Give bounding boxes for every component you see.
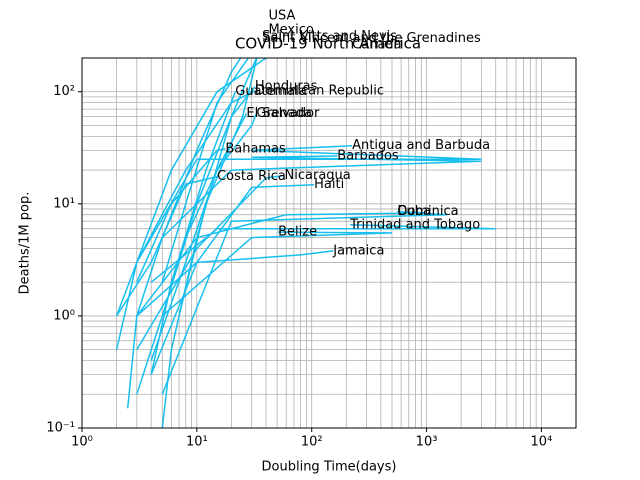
series-label: Nicaragua bbox=[285, 168, 351, 183]
series-label: Trinidad and Tobago bbox=[349, 217, 480, 232]
x-tick-label: 10³ bbox=[416, 435, 438, 450]
series-label: Barbados bbox=[337, 149, 399, 164]
plot-frame bbox=[81, 57, 577, 429]
series-line bbox=[161, 155, 482, 239]
series-label: Honduras bbox=[255, 79, 318, 94]
series-line bbox=[150, 91, 237, 375]
x-axis-label: Doubling Time(days) bbox=[262, 460, 397, 475]
y-tick-label: 10⁻¹ bbox=[46, 421, 75, 436]
series-line bbox=[161, 58, 250, 283]
series-label: USA bbox=[268, 8, 295, 23]
plot-area bbox=[115, 58, 496, 428]
series-line bbox=[150, 224, 496, 283]
y-axis-label: Deaths/1M pop. bbox=[18, 192, 33, 295]
series-label: Mexico bbox=[268, 23, 313, 38]
series-label: Saint Kitts and Nevis bbox=[262, 29, 397, 44]
y-tick-label: 10⁰ bbox=[53, 308, 75, 323]
series-label: Haiti bbox=[314, 177, 344, 192]
series-label: Dominica bbox=[397, 204, 458, 219]
series-label: Cuba bbox=[397, 204, 431, 219]
series-line bbox=[115, 58, 271, 350]
x-tick-label: 10⁴ bbox=[531, 435, 553, 450]
series-label: Belize bbox=[278, 225, 317, 240]
series-line bbox=[136, 210, 427, 317]
x-tick-label: 10¹ bbox=[186, 435, 208, 450]
y-tick-label: 10² bbox=[53, 84, 75, 99]
series-line bbox=[115, 90, 256, 317]
series-label: Jamaica bbox=[332, 243, 384, 258]
series-label: El Salvador bbox=[246, 106, 320, 121]
series-label: Costa Rica bbox=[217, 169, 286, 184]
series-line bbox=[115, 175, 218, 317]
series-line bbox=[161, 231, 393, 317]
y-tick-label: 10¹ bbox=[53, 196, 75, 211]
series-line bbox=[185, 113, 258, 238]
series-label: Saint Vincent and the Grenadines bbox=[262, 31, 481, 46]
labels: 10⁰ 10¹ 10² 10³ 10⁴10⁻¹10⁰10¹10²USAMexicoSai… bbox=[46, 8, 552, 449]
series-line bbox=[136, 250, 334, 317]
x-tick-label: 10² bbox=[301, 435, 323, 450]
series-label: Guatemala bbox=[235, 84, 307, 99]
series-label: Bahamas bbox=[225, 141, 286, 156]
series-line bbox=[136, 144, 482, 263]
chart-title: COVID-19 North America bbox=[235, 35, 421, 53]
series-line bbox=[136, 148, 226, 283]
series-line bbox=[150, 183, 315, 375]
series-line bbox=[136, 174, 285, 351]
x-tick-label: 10⁰ bbox=[71, 435, 93, 450]
series-label: Dominican Republic bbox=[255, 83, 384, 98]
series-label: Canada bbox=[352, 37, 401, 52]
series-label: Antigua and Barbuda bbox=[352, 138, 490, 153]
series-label: Grenada bbox=[256, 106, 312, 121]
